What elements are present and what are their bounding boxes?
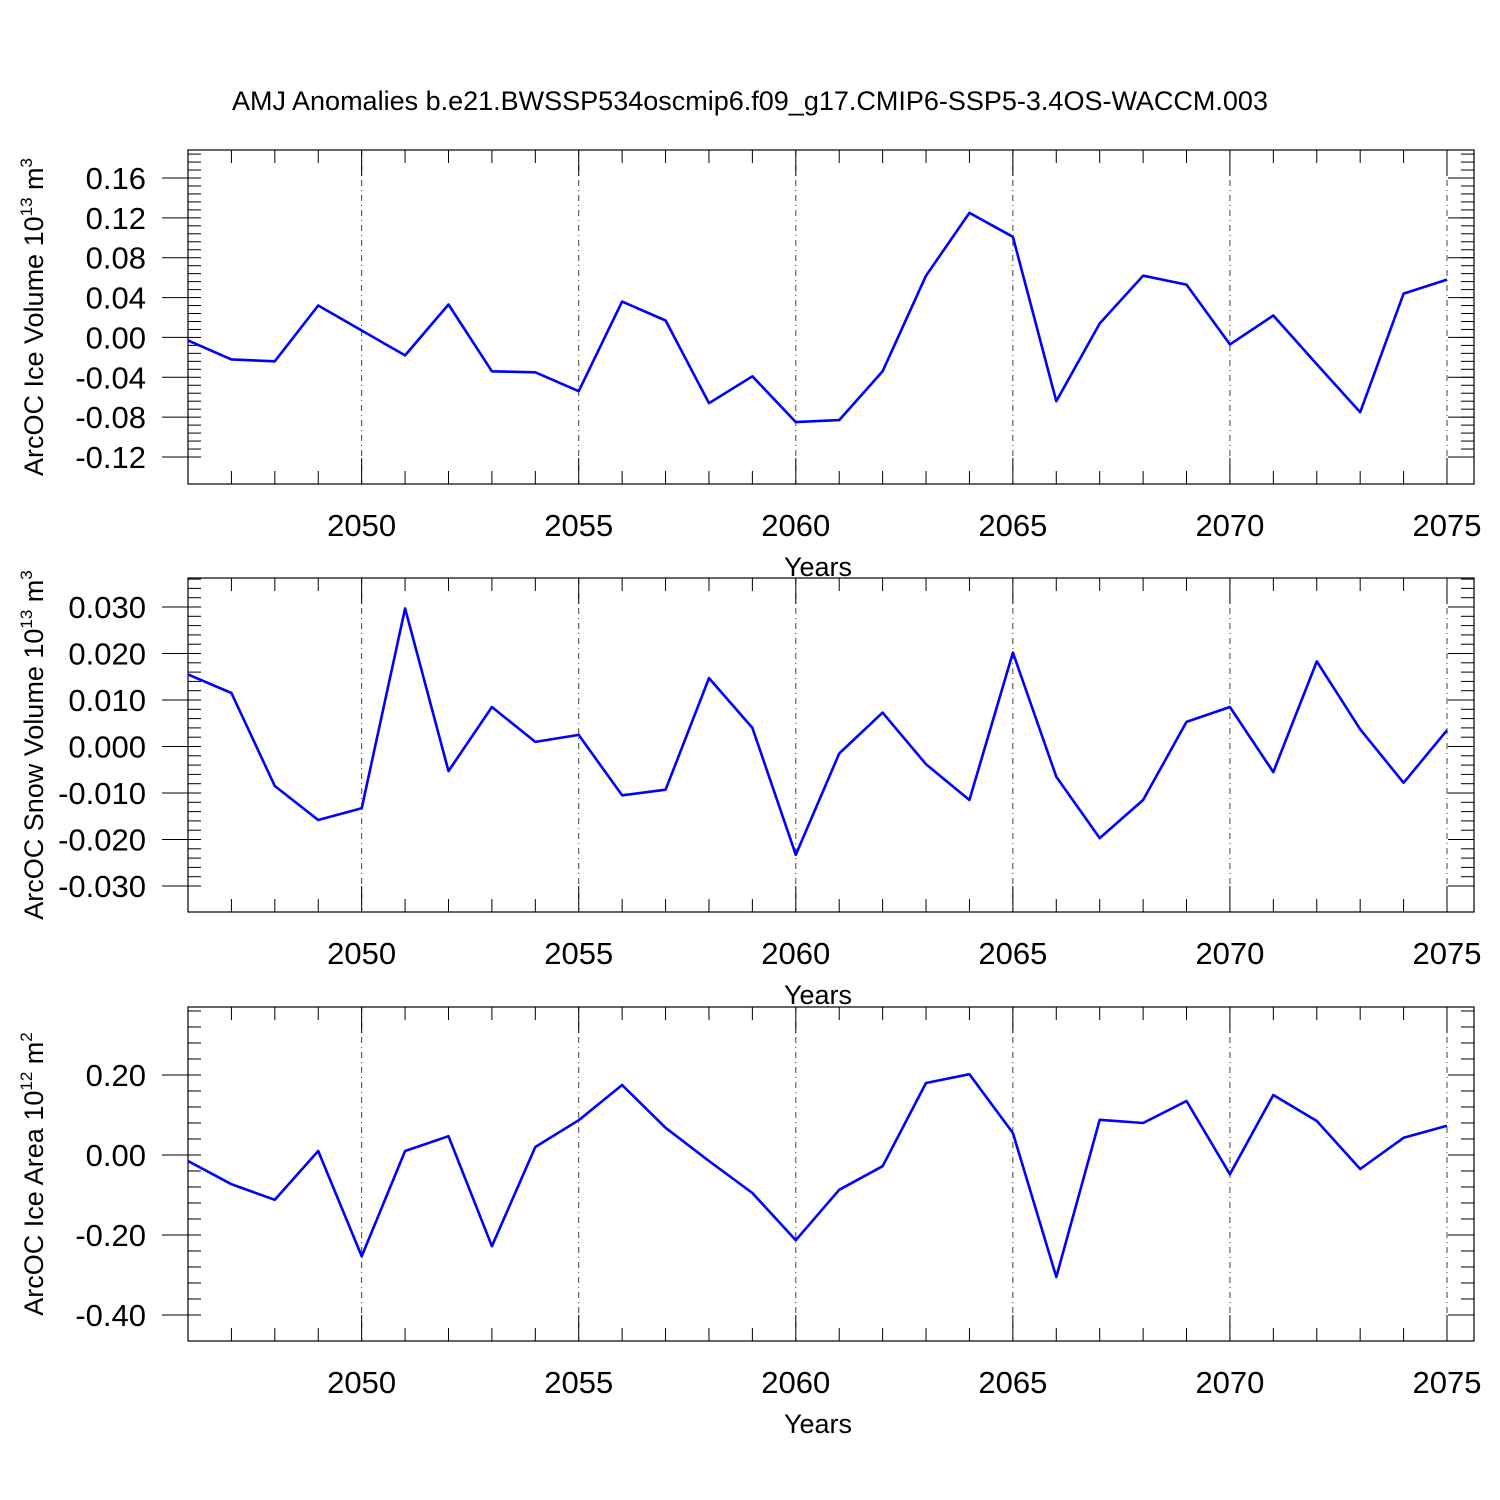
y-tick-label: -0.40 xyxy=(75,1298,146,1333)
figure-title: AMJ Anomalies b.e21.BWSSP534oscmip6.f09_… xyxy=(232,86,1268,116)
x-tick-label: 2065 xyxy=(978,936,1047,971)
x-tick-label: 2075 xyxy=(1413,508,1482,543)
plot-frame xyxy=(187,577,1475,913)
x-axis-label: Years xyxy=(784,552,852,582)
chart-panel-ice-area: -0.40 -0.20 0.00 0.20 2050 2055 2060 2065 2070 20… xyxy=(17,1006,1482,1439)
y-tick-label: 0.00 xyxy=(86,320,146,355)
x-tick-label: 2055 xyxy=(544,936,613,971)
y-axis-label: ArcOC Ice Area 1012 m2 xyxy=(17,1032,49,1316)
y-tick-label: 0.20 xyxy=(86,1058,146,1093)
series-line xyxy=(187,1072,1448,1279)
x-tick-label: 2050 xyxy=(327,1365,396,1400)
x-tick-label: 2075 xyxy=(1413,936,1482,971)
y-tick-label: 0.030 xyxy=(68,590,146,625)
x-tick-label: 2060 xyxy=(761,936,830,971)
y-tick-label: 0.04 xyxy=(86,281,146,316)
y-tick-label: 0.16 xyxy=(86,161,146,196)
y-tick-label: 0.020 xyxy=(68,637,146,672)
x-tick-label: 2075 xyxy=(1413,1365,1482,1400)
y-tick-label: 0.00 xyxy=(86,1138,146,1173)
x-tick-label: 2070 xyxy=(1195,1365,1264,1400)
plot-frame xyxy=(187,1006,1475,1342)
x-tick-label: 2070 xyxy=(1195,936,1264,971)
y-tick-label: 0.08 xyxy=(86,241,146,276)
y-tick-label: -0.04 xyxy=(75,360,146,395)
chart-panel-ice-volume: -0.12 -0.08 -0.04 0.00 0.04 0.08 0.12 0.16 2050 2… xyxy=(17,149,1482,582)
y-tick-label: 0.12 xyxy=(86,201,146,236)
y-tick-label: -0.010 xyxy=(58,776,146,811)
x-tick-label: 2065 xyxy=(978,508,1047,543)
x-axis-label: Years xyxy=(784,1409,852,1439)
series-line xyxy=(187,607,1449,857)
plot-frame xyxy=(187,149,1475,485)
x-tick-label: 2050 xyxy=(327,508,396,543)
y-tick-label: -0.030 xyxy=(58,869,146,904)
y-tick-label: -0.12 xyxy=(75,440,146,475)
x-tick-label: 2055 xyxy=(544,1365,613,1400)
y-tick-label: -0.20 xyxy=(75,1218,146,1253)
series-line xyxy=(187,211,1448,424)
y-axis-label: ArcOC Snow Volume 1013 m3 xyxy=(17,570,49,920)
x-tick-label: 2050 xyxy=(327,936,396,971)
x-tick-label: 2055 xyxy=(544,508,613,543)
y-tick-label: 0.010 xyxy=(68,683,146,718)
x-tick-label: 2070 xyxy=(1195,508,1264,543)
x-tick-label: 2060 xyxy=(761,508,830,543)
y-tick-label: -0.020 xyxy=(58,823,146,858)
y-axis-label: ArcOC Ice Volume 1013 m3 xyxy=(17,158,49,476)
x-tick-label: 2060 xyxy=(761,1365,830,1400)
chart-panel-snow-volume: -0.030 -0.020 -0.010 0.000 0.010 0.020 0.030 20… xyxy=(17,570,1481,1010)
x-tick-label: 2065 xyxy=(978,1365,1047,1400)
y-tick-label: -0.08 xyxy=(75,400,146,435)
x-axis-label: Years xyxy=(784,980,852,1010)
y-tick-label: 0.000 xyxy=(68,730,146,765)
